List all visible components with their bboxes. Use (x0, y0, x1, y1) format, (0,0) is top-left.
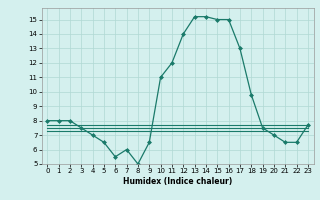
X-axis label: Humidex (Indice chaleur): Humidex (Indice chaleur) (123, 177, 232, 186)
